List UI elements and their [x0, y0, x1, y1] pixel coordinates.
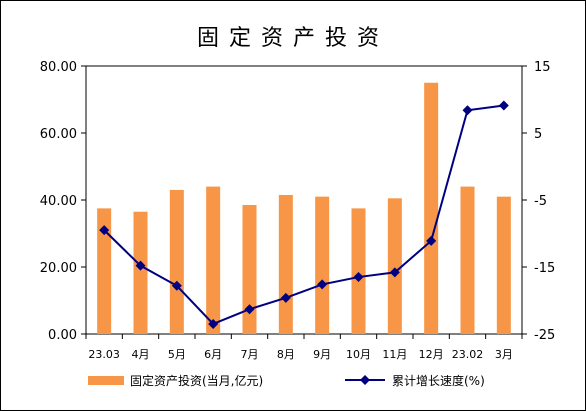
- y-left-tick-label-4: 80.00: [40, 60, 77, 75]
- plot-border: [85, 65, 523, 335]
- x-tick-label-7: 10月: [346, 348, 371, 361]
- y-right-tick-label-4: 15: [534, 60, 551, 75]
- bar-11: [496, 196, 511, 334]
- x-tick-label-9: 12月: [419, 348, 444, 361]
- growth-point-2: [171, 280, 182, 291]
- x-tick-label-0: 23.03: [88, 348, 120, 361]
- y-right-tick-label-0: -25: [534, 328, 555, 343]
- legend-line-marker: [360, 375, 370, 385]
- bar-series: [97, 82, 511, 334]
- legend-bar-swatch: [88, 376, 124, 385]
- bar-2: [169, 189, 184, 334]
- chart-title: 固定资产投资: [196, 26, 389, 51]
- y-right-tick-label-2: -5: [534, 194, 547, 209]
- growth-line: [103, 104, 504, 326]
- legend-line-label: 累计增长速度(%): [392, 373, 485, 388]
- x-tick-label-10: 23.02: [452, 348, 484, 361]
- x-tick-label-11: 3月: [495, 348, 513, 361]
- legend: 固定资产投资(当月,亿元) 累计增长速度(%): [88, 373, 485, 388]
- bar-9: [424, 82, 439, 334]
- growth-point-5: [280, 292, 291, 303]
- growth-point-9: [426, 235, 437, 246]
- growth-point-11: [498, 100, 509, 111]
- x-tick-label-5: 8月: [277, 348, 295, 361]
- plot-area: [85, 65, 523, 335]
- growth-point-1: [135, 260, 146, 271]
- legend-bar-label: 固定资产投资(当月,亿元): [130, 373, 263, 388]
- y-right-tick-label-3: 5: [534, 127, 542, 142]
- y-right-tick-label-1: -15: [534, 261, 555, 276]
- growth-point-6: [317, 279, 328, 290]
- growth-point-4: [244, 304, 255, 315]
- bar-1: [133, 211, 148, 334]
- x-tick-label-2: 5月: [168, 348, 186, 361]
- bar-7: [351, 208, 366, 334]
- x-tick-label-8: 11月: [382, 348, 407, 361]
- bar-0: [97, 208, 112, 334]
- bar-8: [387, 198, 402, 334]
- x-tick-label-6: 9月: [313, 348, 331, 361]
- bar-5: [278, 194, 293, 334]
- y-left-tick-label-2: 40.00: [40, 194, 77, 209]
- x-tick-label-3: 6月: [204, 348, 222, 361]
- y-left-tick-label-3: 60.00: [40, 127, 77, 142]
- y-left-tick-label-0: 0.00: [48, 328, 77, 343]
- bar-10: [460, 186, 475, 334]
- growth-point-8: [389, 267, 400, 278]
- x-tick-label-4: 7月: [241, 348, 259, 361]
- growth-point-3: [208, 318, 219, 329]
- bar-3: [206, 186, 221, 334]
- line-series: [99, 100, 509, 329]
- growth-point-0: [99, 225, 110, 236]
- axes: 0.00 20.00 40.00 60.00 80.00 -25 -15 -5 5 15 23.03…: [40, 60, 555, 361]
- x-tick-label-1: 4月: [132, 348, 150, 361]
- y-left-tick-label-1: 20.00: [40, 261, 77, 276]
- bar-4: [242, 205, 257, 334]
- growth-point-10: [462, 105, 473, 116]
- growth-point-7: [353, 272, 364, 283]
- bar-6: [315, 196, 330, 334]
